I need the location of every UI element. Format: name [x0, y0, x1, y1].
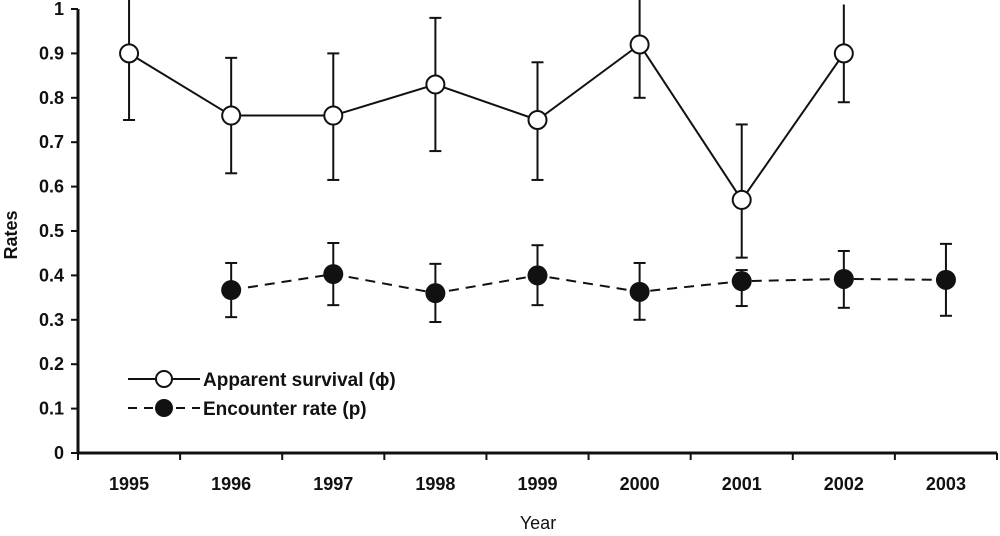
data-point: [833, 43, 854, 64]
x-tick-label: 1996: [211, 474, 251, 494]
data-point: [323, 264, 344, 285]
data-point: [221, 105, 242, 126]
data-point: [833, 268, 854, 289]
data-point: [221, 280, 242, 301]
y-tick-label: 0.5: [39, 221, 64, 241]
x-tick-label: 2001: [722, 474, 762, 494]
x-tick-label: 2000: [620, 474, 660, 494]
y-tick-label: 1: [54, 0, 64, 19]
legend-survival-label: Apparent survival (ϕ): [203, 370, 396, 391]
data-point: [527, 110, 548, 130]
series-apparent-survival: [119, 0, 854, 259]
y-tick-label: 0.1: [39, 399, 64, 419]
y-tick-label: 0: [54, 443, 64, 463]
legend-encounter-label: Encounter rate (p): [203, 399, 367, 420]
y-tick-label: 0.4: [39, 265, 64, 285]
data-point: [425, 74, 446, 95]
plot-area: [119, 0, 956, 324]
y-axis-title: Rates: [1, 210, 21, 259]
data-point: [731, 271, 752, 292]
x-tick-label: 1995: [109, 474, 149, 494]
y-tick-label: 0.6: [39, 177, 64, 197]
y-axis: 0 0.1 0.2 0.3 0.4 0.5 0.6 0.7 0.8 0.9 1: [39, 0, 80, 463]
open-circle-marker-icon: [155, 370, 173, 388]
y-tick-label: 0.7: [39, 132, 64, 152]
y-tick-label: 0.2: [39, 354, 64, 374]
series-line: [128, 43, 845, 202]
filled-circle-marker-icon: [155, 399, 173, 417]
data-point: [629, 281, 650, 302]
data-point: [323, 105, 344, 126]
data-point: [731, 189, 752, 210]
x-tick-label: 2002: [824, 474, 864, 494]
legend: Apparent survival (ϕ) Encounter rate (p): [128, 370, 396, 420]
x-tick-label: 1997: [313, 474, 353, 494]
x-tick-label: 1999: [517, 474, 557, 494]
data-point: [629, 34, 650, 55]
y-tick-label: 0.9: [39, 43, 64, 63]
x-axis-title: Year: [520, 513, 556, 533]
y-tick-label: 0.3: [39, 310, 64, 330]
data-point: [527, 265, 548, 286]
data-point: [935, 269, 956, 290]
x-axis: 1995 1996 1997 1998 1999 2000 2001 2002 2003: [77, 451, 998, 494]
data-point: [119, 43, 140, 64]
x-tick-label: 1998: [415, 474, 455, 494]
data-point: [425, 283, 446, 304]
series-line: [231, 273, 946, 295]
y-tick-label: 0.8: [39, 88, 64, 108]
series-encounter-rate: [221, 241, 956, 324]
x-tick-label: 2003: [926, 474, 966, 494]
